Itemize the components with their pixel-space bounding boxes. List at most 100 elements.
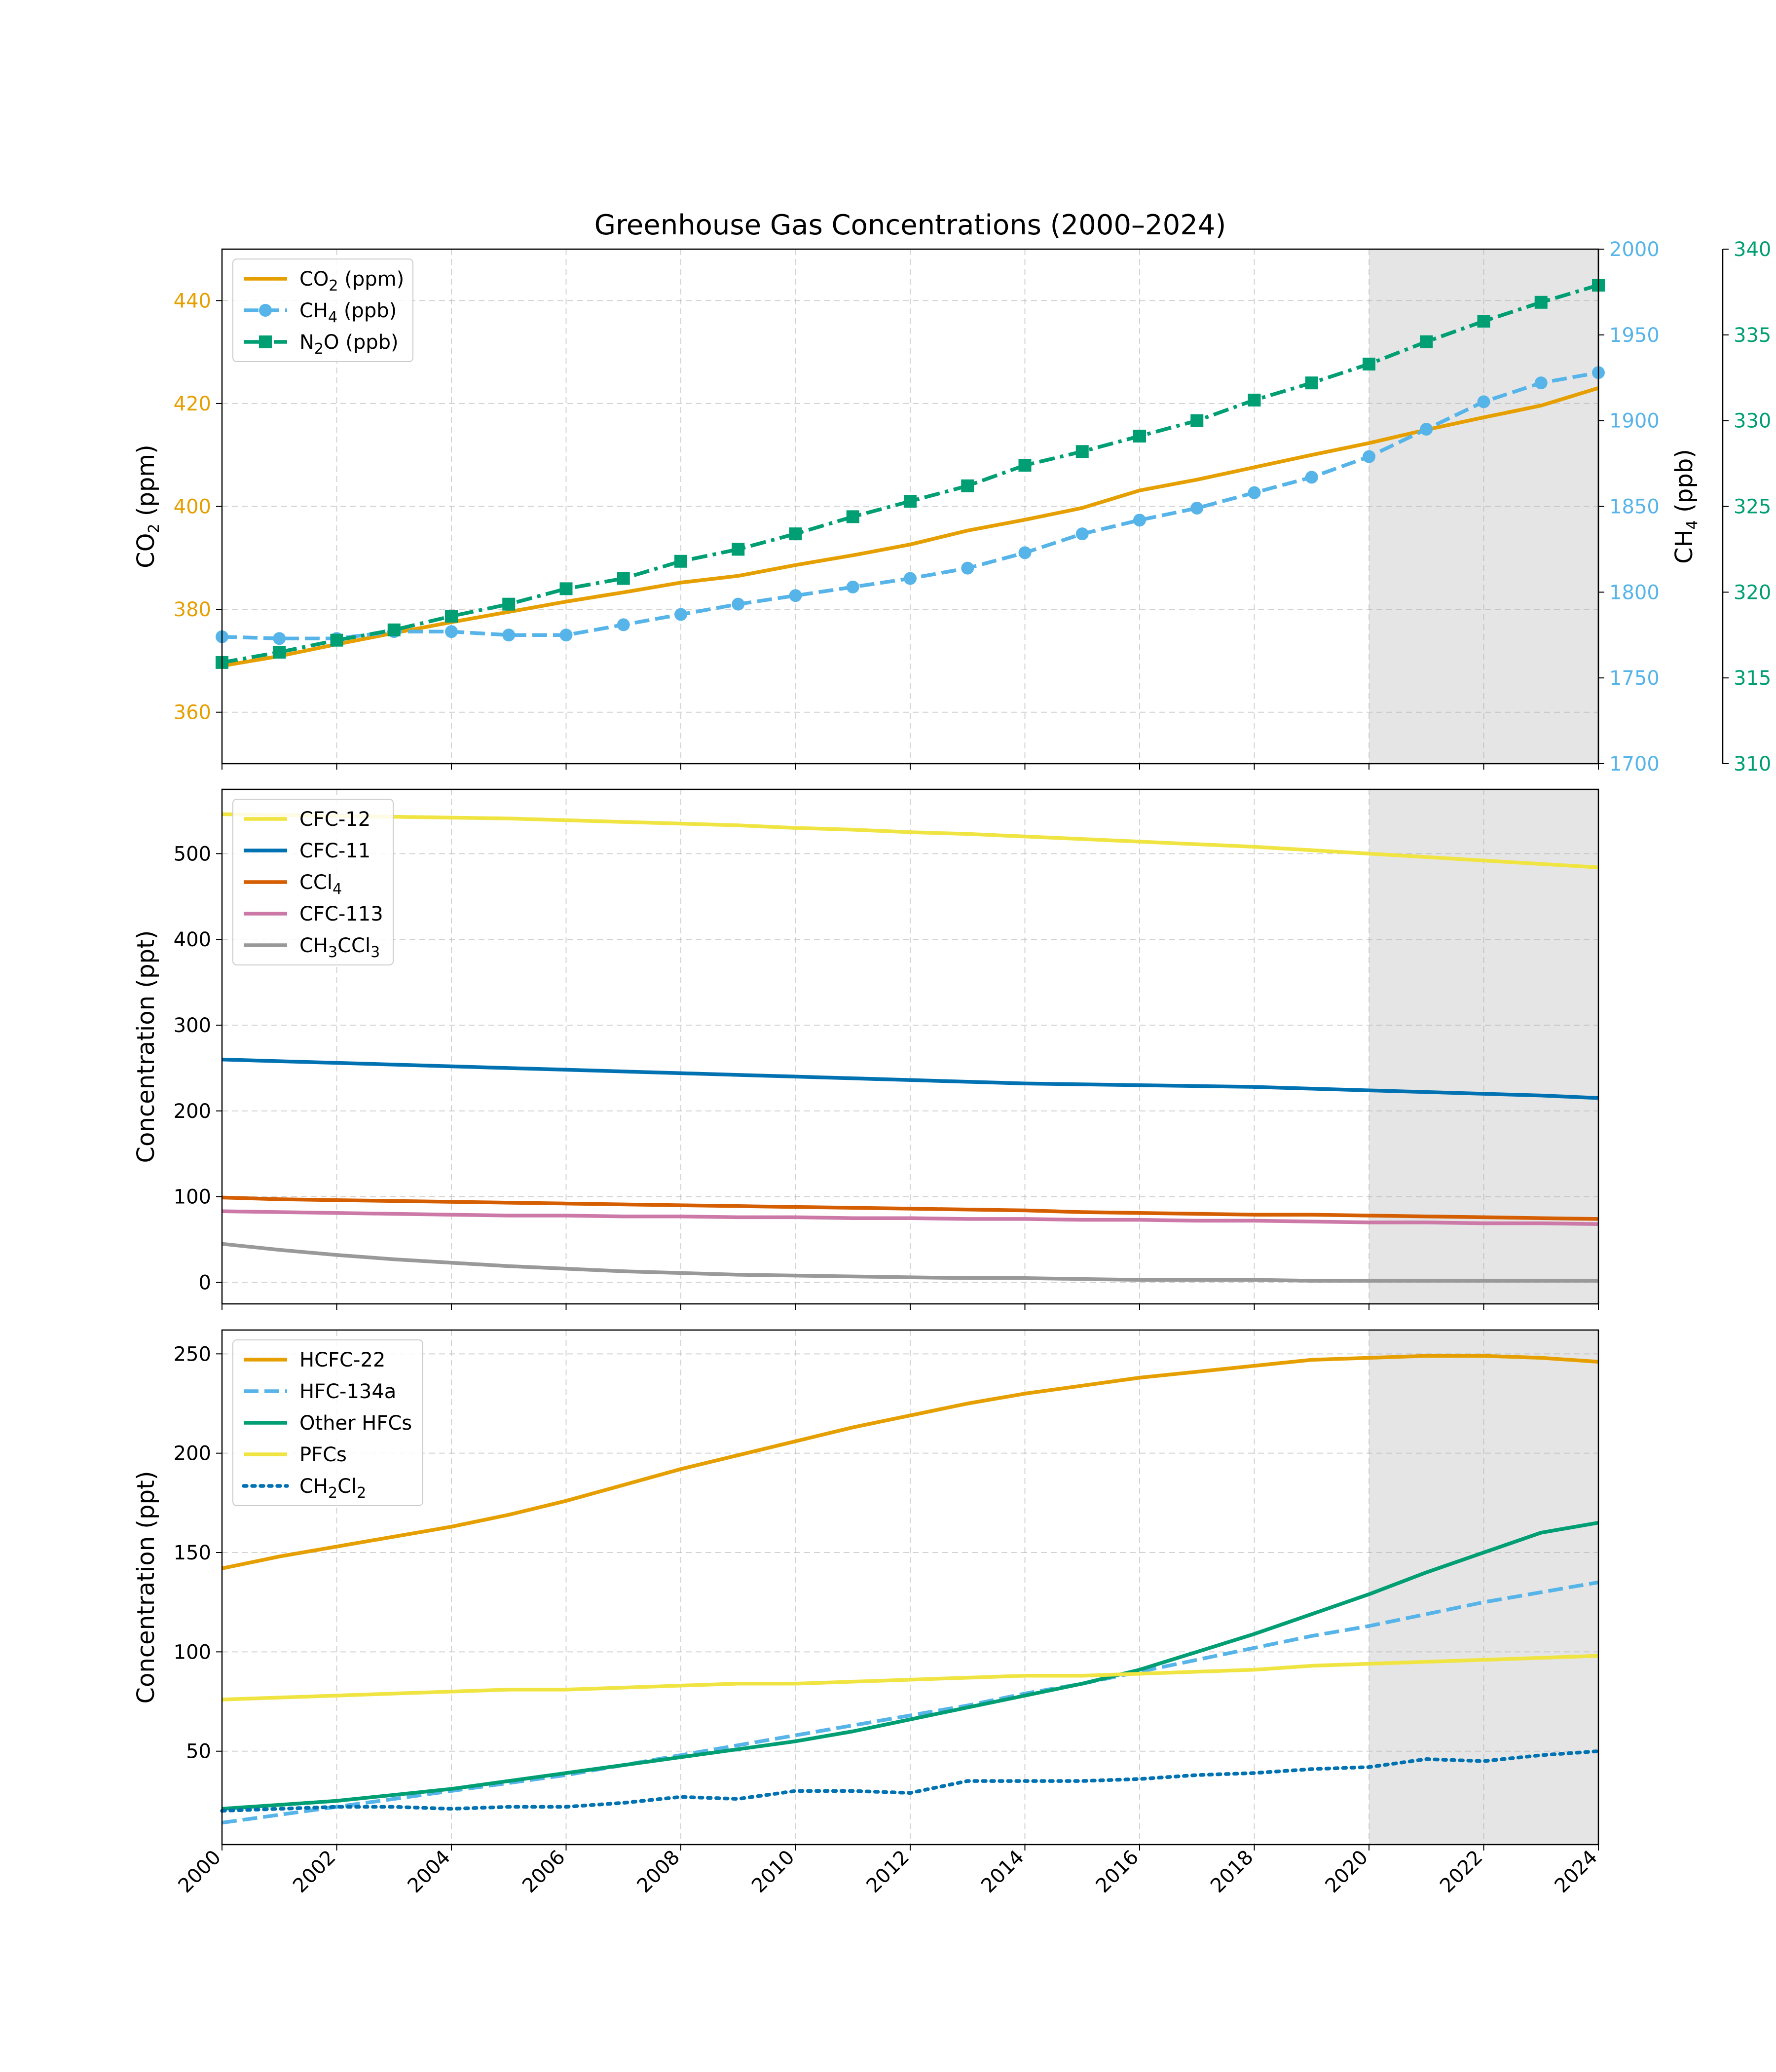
data-point-marker: [273, 632, 286, 645]
data-point-marker: [732, 597, 745, 611]
legend-label-part: CCl: [337, 934, 370, 957]
legend-label-subscript: 2: [328, 1484, 337, 1502]
data-point-marker: [445, 610, 458, 623]
data-point-marker: [1477, 315, 1490, 328]
right-axis-label: CH4 (ppb): [1670, 449, 1701, 564]
axes-frame: [221, 1329, 1599, 1846]
legend-label: CFC-11: [299, 840, 370, 862]
data-point-marker: [502, 629, 516, 642]
legend-label-subscript: 4: [333, 881, 342, 898]
axes-frame: [221, 788, 1599, 1305]
data-point-marker: [846, 580, 859, 593]
data-point-marker: [259, 304, 272, 317]
legend-label: CCl4: [299, 871, 342, 898]
data-point-marker: [674, 608, 687, 621]
data-point-marker: [1420, 423, 1433, 436]
series-middle-3: [222, 1209, 1599, 1226]
legend-label-part: PFCs: [299, 1443, 347, 1466]
data-point-marker: [1075, 445, 1089, 458]
legend-label: N2O (ppb): [299, 331, 399, 358]
y-axis-label: Concentration (ppt): [132, 930, 160, 1163]
y-tick-label: 400: [174, 496, 211, 518]
data-point-marker: [559, 629, 573, 642]
data-point-marker: [789, 527, 802, 541]
data-point-marker: [502, 597, 516, 611]
legend-label: CH3CCl3: [299, 934, 380, 961]
legend-label-part: CCl: [299, 871, 333, 894]
data-point-marker: [1018, 459, 1032, 472]
legend-label-part: CH: [299, 1475, 328, 1498]
y-tick-label: 250: [174, 1343, 211, 1366]
legend-label: CH4 (ppb): [299, 299, 397, 326]
legend-box: [232, 259, 413, 362]
legend-label: HCFC-22: [299, 1349, 385, 1371]
y-tick-label: 50: [186, 1740, 211, 1763]
y-tick-label: 500: [174, 843, 211, 865]
legend-label-part: CH: [299, 934, 328, 957]
y-tick-label: 300: [174, 1014, 211, 1037]
series-line: [222, 812, 1599, 869]
far-right-tick-label: 310: [1734, 753, 1771, 776]
series-line: [222, 1195, 1599, 1221]
x-tick-label: 2004: [404, 1846, 455, 1898]
panel-bottom: 2000 2002 2004 2006 2008 2010 2012 2014 2016 2018…: [132, 1329, 1602, 1898]
legend-label: PFCs: [299, 1443, 347, 1466]
legend-label-subscript: 3: [370, 944, 380, 961]
series-middle-4: [222, 1242, 1598, 1283]
series-line: [222, 1242, 1598, 1283]
data-point-marker: [1190, 501, 1204, 515]
right-tick-label: 1900: [1609, 410, 1660, 433]
data-point-marker: [961, 561, 974, 575]
legend-label-subscript: 4: [1684, 520, 1701, 529]
y-axis-label: CO2 (ppm): [132, 444, 163, 568]
legend-label-part: (ppb): [1670, 449, 1698, 520]
legend-label-part: CO: [132, 533, 160, 568]
legend-label: CH2Cl2: [299, 1475, 366, 1502]
legend-label-part: (ppb): [337, 299, 397, 322]
legend-label-subscript: 2: [357, 1484, 366, 1502]
legend-label-part: (ppm): [338, 268, 405, 291]
x-tick-label: 2012: [862, 1846, 914, 1898]
data-point-marker: [617, 618, 630, 631]
data-point-marker: [1363, 450, 1375, 463]
y-tick-label: 400: [174, 928, 211, 951]
legend-label-part: O (ppb): [324, 331, 399, 354]
series-line: [222, 1354, 1599, 1570]
series-middle-1: [222, 1057, 1599, 1100]
legend-label-subscript: 3: [328, 944, 337, 961]
data-point-marker: [559, 582, 573, 595]
legend-box: [232, 1339, 423, 1506]
legend-label-part: Other HFCs: [299, 1412, 412, 1435]
data-point-marker: [732, 543, 745, 556]
legend-label-part: CH: [1670, 529, 1698, 564]
series-bottom-2: [222, 1520, 1599, 1811]
far-right-tick-label: 315: [1734, 667, 1771, 690]
series-top-2: [216, 279, 1605, 669]
data-point-marker: [674, 555, 687, 568]
data-point-marker: [387, 623, 401, 636]
series-bottom-4: [220, 1749, 1600, 1813]
x-tick-label: 2016: [1092, 1846, 1144, 1898]
y-tick-label: 200: [174, 1443, 211, 1465]
x-tick-label: 2002: [289, 1846, 340, 1898]
legend-label-part: Cl: [337, 1475, 357, 1498]
data-point-marker: [1248, 393, 1261, 407]
data-point-marker: [1133, 429, 1146, 443]
y-tick-label: 380: [174, 598, 211, 621]
y-tick-label: 420: [174, 393, 211, 415]
data-point-marker: [789, 589, 802, 602]
series-middle-0: [222, 812, 1599, 869]
far-right-tick-label: 325: [1734, 496, 1771, 518]
legend-label-part: (ppm): [132, 444, 160, 523]
x-tick-label: 2010: [747, 1846, 799, 1898]
legend-label-part: CFC-113: [299, 903, 383, 925]
data-point-marker: [1133, 514, 1146, 527]
series-top-1: [216, 366, 1605, 645]
legend-label-part: CFC-12: [299, 808, 370, 831]
x-tick-label: 2000: [174, 1846, 226, 1898]
data-point-marker: [961, 479, 974, 492]
